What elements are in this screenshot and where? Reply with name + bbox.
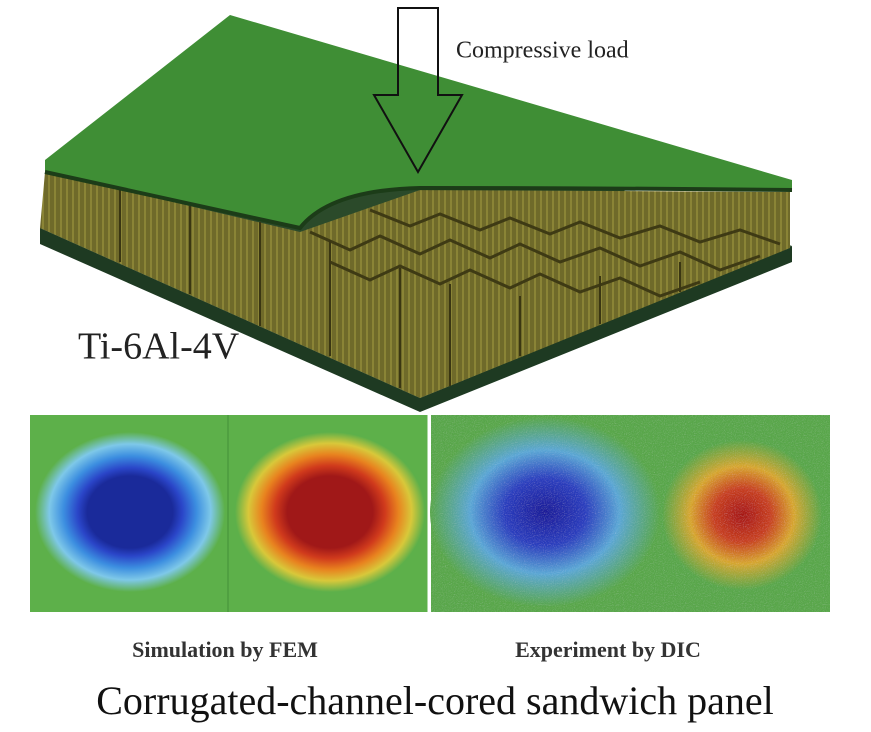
top-plate-edge	[44, 170, 793, 231]
load-label: Compressive load	[456, 38, 629, 64]
material-label: Ti-6Al-4V	[78, 326, 240, 368]
dic-red-field	[662, 440, 822, 590]
corrugation-lines	[309, 208, 781, 298]
load-arrow	[372, 7, 464, 175]
core-edges	[119, 190, 681, 388]
fem-caption: Simulation by FEM	[132, 637, 318, 662]
bottom-plate	[40, 228, 792, 412]
dic-blue-field	[430, 417, 660, 607]
dic-map	[430, 415, 830, 612]
core	[40, 172, 790, 398]
top-plate	[45, 15, 792, 228]
figure-title: Corrugated-channel-cored sandwich panel	[96, 678, 773, 723]
dic-caption: Experiment by DIC	[515, 637, 701, 662]
fem-blue-field	[35, 432, 225, 592]
fem-red-field	[235, 432, 425, 592]
